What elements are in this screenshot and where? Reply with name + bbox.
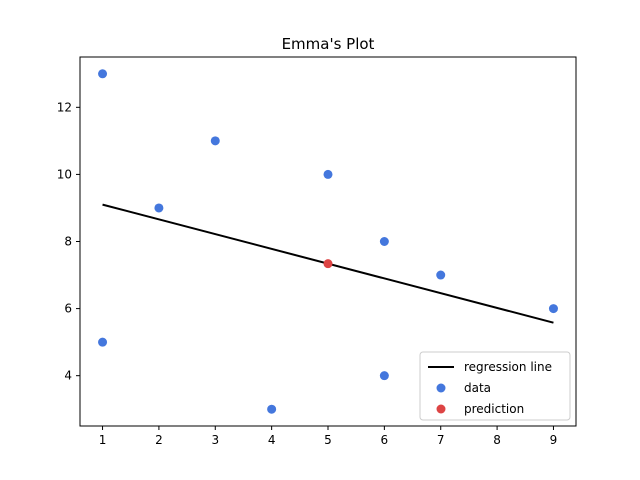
data-point (98, 69, 108, 79)
data-point (154, 203, 164, 213)
y-axis: 4 6 8 10 12 (57, 100, 80, 383)
y-tick-label: 10 (57, 167, 72, 181)
data-point (323, 169, 333, 179)
data-point (267, 404, 277, 414)
x-tick-label: 1 (99, 433, 107, 447)
y-tick-label: 6 (64, 302, 72, 316)
y-tick-label: 12 (57, 100, 72, 114)
y-tick-label: 4 (64, 369, 72, 383)
data-point (98, 337, 108, 347)
legend-label: regression line (464, 360, 552, 374)
data-point (210, 136, 220, 146)
plot-layer (98, 69, 558, 414)
prediction-point (323, 259, 333, 269)
data-point (548, 304, 558, 314)
x-axis: 1 2 3 4 5 6 7 8 9 (99, 426, 558, 447)
legend-label: prediction (464, 402, 524, 416)
x-tick-label: 8 (493, 433, 501, 447)
x-tick-label: 6 (381, 433, 389, 447)
x-tick-label: 2 (155, 433, 163, 447)
x-tick-label: 4 (268, 433, 276, 447)
data-point (379, 371, 389, 381)
legend: regression line data prediction (419, 351, 571, 421)
legend-label: data (464, 381, 491, 395)
legend-swatch-marker (436, 404, 446, 414)
y-tick-label: 8 (64, 235, 72, 249)
legend-box (419, 351, 571, 421)
x-tick-label: 7 (437, 433, 445, 447)
data-point (436, 270, 446, 280)
legend-swatch-marker (436, 383, 446, 393)
x-tick-label: 3 (211, 433, 219, 447)
x-tick-label: 9 (550, 433, 558, 447)
chart-title: Emma's Plot (282, 35, 375, 53)
data-point (379, 237, 389, 246)
x-tick-label: 5 (324, 433, 332, 447)
